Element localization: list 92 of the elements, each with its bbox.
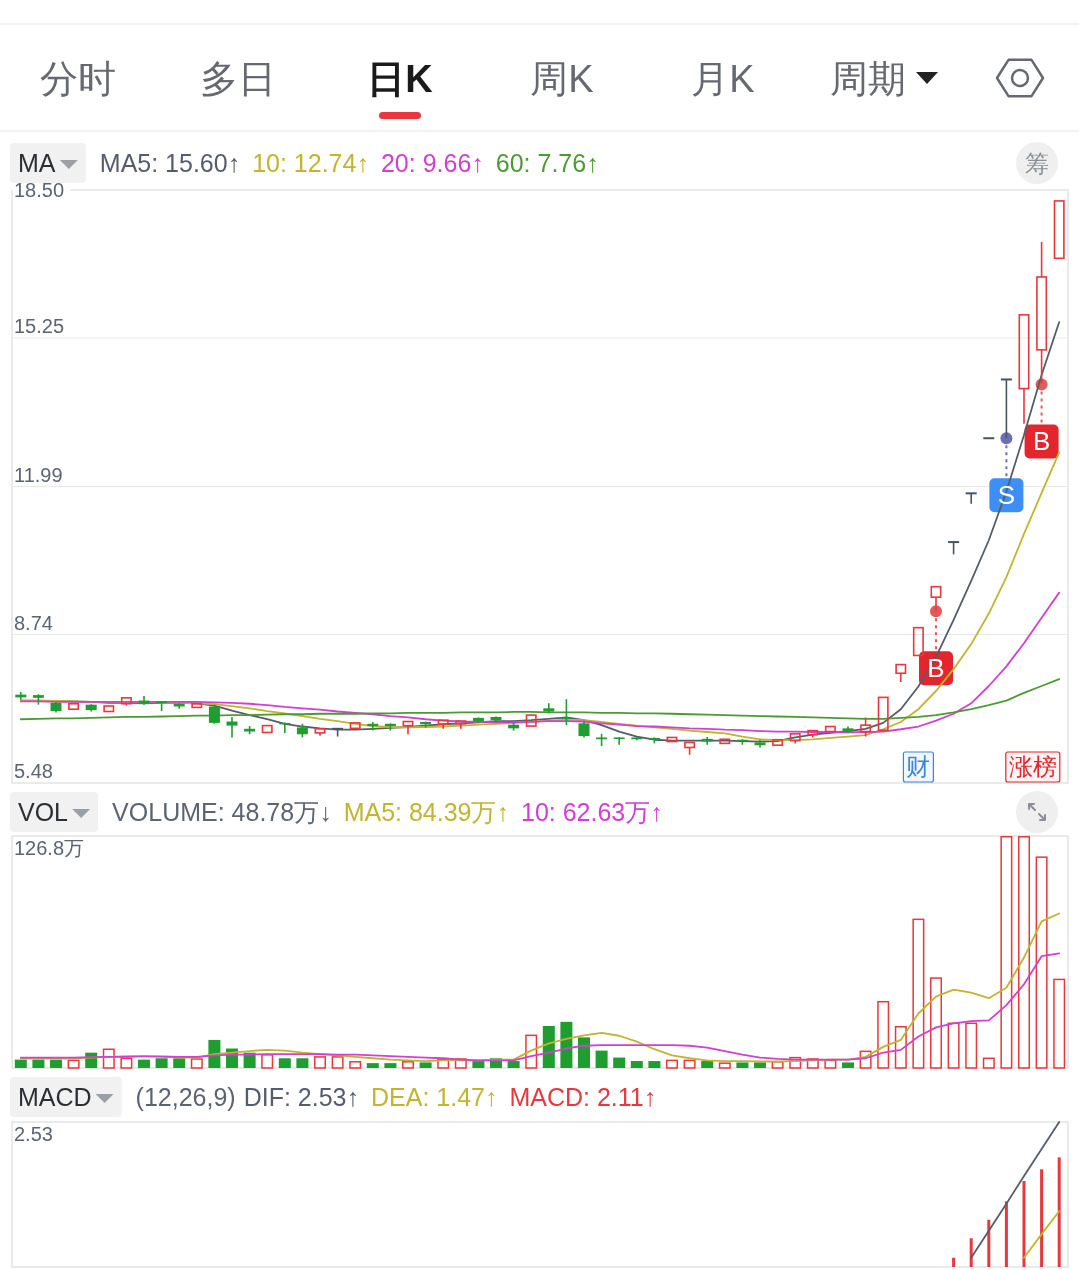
y-tick-label: 8.74	[14, 611, 53, 634]
bar	[366, 1063, 379, 1068]
bar	[14, 1059, 27, 1068]
bar	[701, 1061, 714, 1068]
bar	[877, 1000, 890, 1069]
bar	[314, 1056, 326, 1069]
bar	[155, 1058, 168, 1068]
bar	[578, 1037, 590, 1068]
bar	[384, 1063, 397, 1068]
bar	[982, 1057, 995, 1069]
bar	[542, 1026, 555, 1068]
y-tick-label: 18.50	[14, 179, 65, 201]
chart-title: MA	[18, 149, 56, 177]
bar	[472, 1061, 485, 1068]
chart-subtitle: (12,26,9)	[135, 1083, 236, 1111]
text: 多日	[200, 58, 276, 100]
bar	[138, 1059, 150, 1068]
bar	[859, 1050, 872, 1069]
bar	[930, 977, 942, 1069]
bar	[173, 1058, 186, 1068]
bar	[1053, 978, 1066, 1069]
text: MACD: 2.11↑	[509, 1083, 657, 1111]
bar	[613, 1057, 626, 1068]
bar	[419, 1062, 432, 1068]
bar	[1057, 1157, 1061, 1267]
text: VOLUME: 48.78万↓	[112, 798, 332, 826]
bar	[32, 1059, 45, 1068]
bar	[1022, 1181, 1026, 1267]
bar	[454, 1058, 467, 1069]
bar	[771, 1061, 784, 1069]
bar	[595, 1050, 608, 1068]
annotation: 126.8万	[14, 837, 85, 859]
bar	[278, 1058, 291, 1068]
y-tick-label: 15.25	[14, 315, 65, 338]
bar	[965, 1022, 978, 1069]
bar	[842, 1062, 854, 1068]
annotation: 2.53	[14, 1123, 53, 1145]
bar	[190, 1058, 203, 1069]
annotation: B	[927, 653, 945, 684]
bar	[67, 1059, 80, 1069]
bar	[912, 918, 925, 1069]
bar	[507, 1061, 520, 1068]
bar	[261, 1054, 274, 1069]
text: 分时	[40, 58, 116, 100]
annotation: B	[1032, 426, 1051, 457]
chart-title: MACD	[18, 1083, 92, 1111]
bar	[560, 1021, 573, 1068]
bar	[630, 1061, 643, 1068]
bar	[789, 1056, 802, 1069]
text: 10: 12.74↑	[252, 149, 369, 177]
bar	[437, 1058, 450, 1069]
text: 周K	[530, 58, 594, 100]
bar	[1035, 856, 1048, 1069]
bar	[243, 1052, 256, 1068]
bar	[947, 1022, 960, 1069]
bar	[754, 1062, 766, 1068]
text: 月K	[691, 58, 755, 100]
bar	[50, 1059, 62, 1068]
chart-title: VOL	[18, 798, 69, 826]
bar	[987, 1219, 991, 1267]
bar	[718, 1062, 731, 1069]
text: 日K	[367, 58, 434, 100]
bar	[102, 1048, 115, 1069]
bar	[525, 1034, 538, 1069]
bar	[120, 1057, 133, 1069]
y-tick-label: 5.48	[14, 760, 53, 782]
bar	[894, 1026, 907, 1069]
text: 周期	[830, 58, 906, 100]
text: MA5: 84.39万↑	[343, 798, 510, 826]
text: DIF: 2.53↑	[243, 1083, 359, 1111]
text: DEA: 1.47↑	[371, 1083, 498, 1111]
bar	[736, 1062, 749, 1068]
bar	[1004, 1201, 1008, 1267]
y-tick-label: 11.99	[14, 463, 63, 486]
bar	[666, 1059, 678, 1069]
bar	[331, 1056, 344, 1069]
bar	[1040, 1169, 1044, 1267]
bar	[648, 1061, 661, 1068]
bar	[1000, 836, 1013, 1069]
bar	[296, 1058, 309, 1068]
bar	[402, 1061, 414, 1069]
bar	[683, 1059, 696, 1069]
bar	[969, 1238, 973, 1267]
bar	[349, 1061, 362, 1069]
text: 10: 62.63万↑	[521, 798, 663, 826]
text: 筹	[1025, 150, 1049, 177]
text: 60: 7.76↑	[495, 149, 599, 177]
bar	[1018, 836, 1030, 1069]
text: MA5: 15.60↑	[99, 149, 241, 177]
bar	[806, 1058, 819, 1069]
text: 20: 9.66↑	[380, 149, 484, 177]
bar	[952, 1257, 956, 1267]
